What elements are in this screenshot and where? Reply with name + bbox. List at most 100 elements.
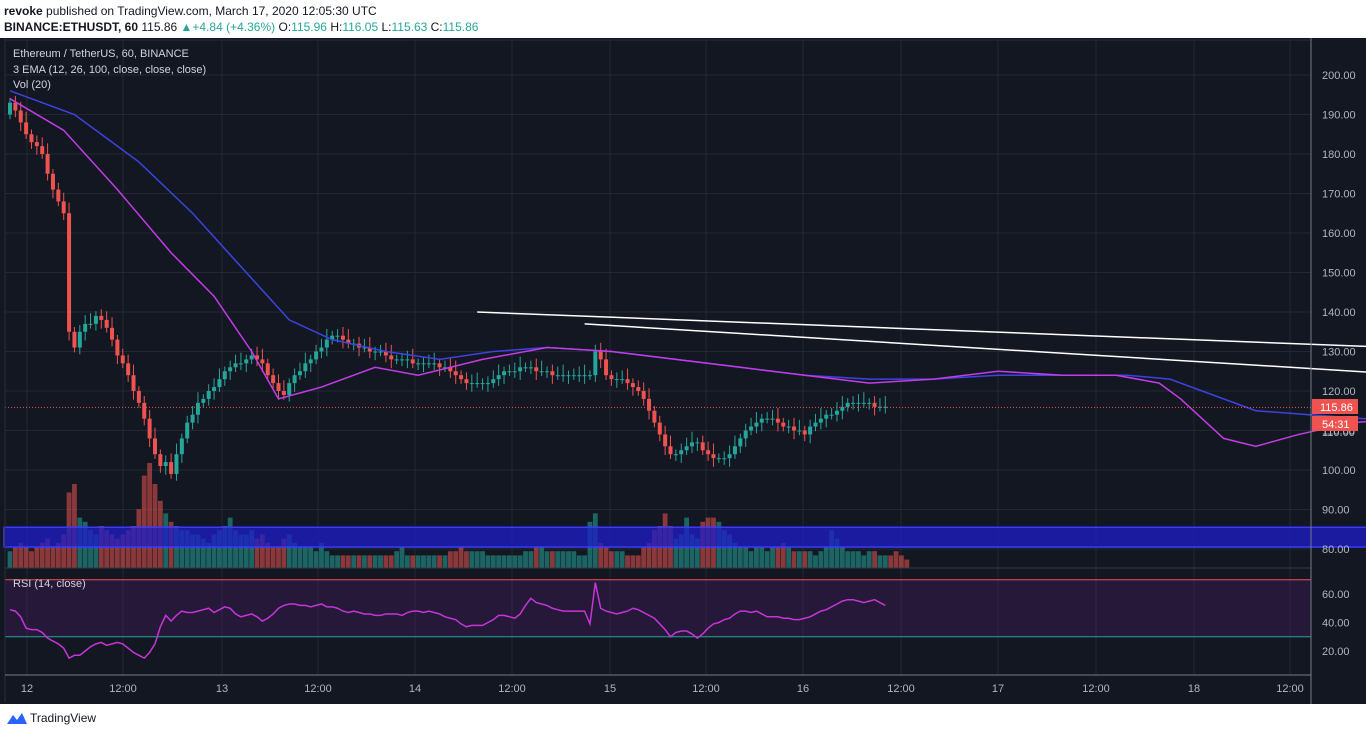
candle-body — [169, 462, 174, 474]
volume-bar — [254, 538, 260, 568]
volume-bar — [362, 555, 367, 568]
volume-bar — [415, 555, 421, 568]
volume-bar — [689, 534, 695, 568]
candle-body — [340, 335, 345, 340]
price-axis[interactable]: 80.0090.00100.00110.00120.00130.00140.00… — [1322, 70, 1356, 556]
candle-body — [201, 398, 206, 403]
candle-body — [131, 375, 136, 391]
volume-bar — [292, 542, 298, 568]
legend-ema: 3 EMA (12, 26, 100, close, close, close) — [13, 64, 206, 76]
candle-body — [271, 375, 276, 384]
volume-bar — [485, 555, 491, 568]
candle-body — [330, 335, 335, 340]
footer-brand[interactable]: TradingView — [30, 711, 97, 725]
volume-bar — [571, 551, 577, 568]
volume-bar — [490, 555, 496, 568]
volume-bar — [211, 534, 217, 568]
volume-bar — [7, 551, 13, 568]
candle-body — [292, 375, 297, 384]
volume-bar — [582, 555, 587, 568]
volume-bar — [807, 551, 813, 568]
price-tick-label: 100.00 — [1322, 465, 1356, 477]
volume-bar — [206, 542, 212, 568]
volume-bar — [34, 547, 40, 568]
rsi-axis[interactable]: 20.00 40.00 60.00 — [1322, 589, 1350, 658]
candle-body — [604, 359, 609, 376]
candle-body — [781, 422, 786, 427]
close-value: 115.86 — [442, 20, 479, 34]
candle-body — [802, 430, 807, 435]
countdown: 54:31 — [1322, 419, 1350, 431]
candle-body — [260, 359, 265, 364]
candle-body — [840, 406, 845, 411]
volume-bar — [555, 551, 561, 568]
volume-bar — [238, 534, 244, 568]
candle-body — [426, 363, 431, 365]
time-tick-label: 12:00 — [1276, 683, 1304, 695]
candle-body — [641, 391, 646, 399]
volume-bar — [598, 542, 604, 568]
volume-bar — [904, 559, 910, 568]
volume-bar — [576, 555, 582, 568]
volume-bar — [109, 534, 115, 568]
candle-body — [555, 375, 560, 377]
candle-body — [759, 418, 764, 423]
volume-bar — [652, 530, 657, 568]
volume-bar — [727, 534, 732, 568]
candle-body — [287, 383, 292, 395]
candle-body — [818, 418, 823, 423]
volume-bar — [270, 547, 276, 568]
volume-bar — [319, 542, 324, 568]
trendlines[interactable] — [477, 311, 1366, 395]
chart-area[interactable]: 80.0090.00100.00110.00120.00130.00140.00… — [0, 38, 1366, 704]
volume-bar — [770, 547, 775, 568]
candle-body — [507, 371, 512, 373]
volume-bar — [609, 551, 614, 568]
candle-body — [238, 363, 243, 365]
candle-body — [152, 438, 157, 455]
volume-bar — [737, 547, 743, 568]
price-tick-label: 160.00 — [1322, 228, 1356, 240]
time-tick-label: 12:00 — [498, 683, 526, 695]
candle-body — [786, 426, 791, 428]
candle-body — [593, 351, 598, 376]
volume-bar — [410, 555, 416, 568]
candle-body — [442, 367, 447, 369]
volume-bar — [426, 555, 432, 568]
support-zone[interactable] — [3, 526, 1366, 548]
volume-bar — [678, 534, 684, 568]
volume-bar — [147, 463, 153, 568]
candle-body — [228, 367, 233, 372]
volume-bar — [882, 555, 888, 568]
volume-bar — [759, 547, 765, 568]
publisher-name[interactable]: revoke — [4, 4, 43, 18]
volume-bar — [641, 547, 647, 568]
price-tick-label: 140.00 — [1322, 307, 1356, 319]
volume-bar — [297, 547, 303, 568]
time-tick-label: 14 — [409, 683, 421, 695]
volume-bar — [233, 530, 238, 568]
volume-bar — [12, 547, 18, 568]
rsi-line — [9, 582, 886, 660]
candle-body — [491, 379, 496, 384]
candle-body — [571, 375, 576, 377]
candle-body — [421, 363, 426, 365]
time-axis[interactable]: 12 12:00 13 12:00 14 12:00 15 12:00 16 12:00 17 12:… — [21, 683, 1304, 695]
volume-bar — [764, 551, 770, 568]
legend-title: Ethereum / TetherUS, 60, BINANCE — [13, 48, 189, 60]
volume-bar — [866, 551, 872, 568]
candle-body — [432, 363, 437, 365]
candle-body — [13, 102, 18, 111]
price-tick-label: 80.00 — [1322, 544, 1350, 556]
candle-body — [276, 383, 281, 391]
candle-body — [405, 359, 410, 361]
candle-body — [673, 454, 678, 456]
candle-body — [480, 383, 485, 385]
candle-body — [93, 315, 98, 324]
candle-body — [50, 173, 55, 190]
volume-bar — [404, 555, 410, 568]
volume-bar — [195, 534, 201, 568]
candle-body — [663, 434, 668, 447]
volume-bar — [694, 538, 700, 568]
legend-vol: Vol (20) — [13, 79, 51, 91]
